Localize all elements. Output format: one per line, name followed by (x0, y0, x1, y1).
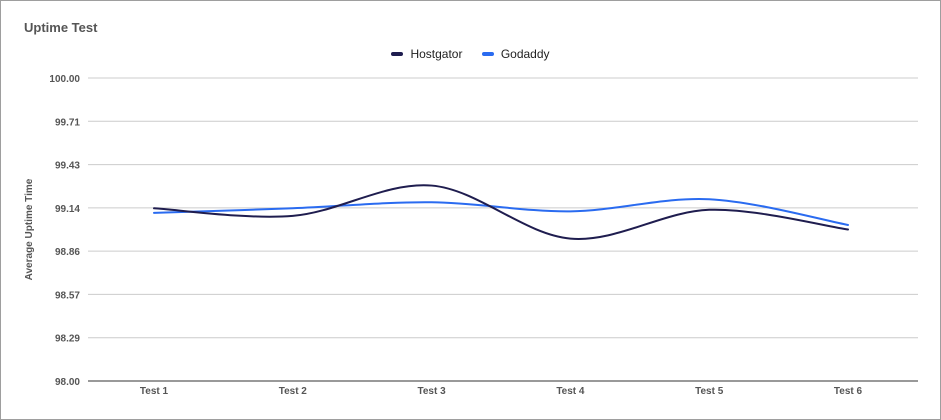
data-point-hostgator[interactable] (844, 226, 852, 234)
x-tick-label: Test 3 (418, 386, 447, 397)
y-tick-label: 98.29 (55, 334, 80, 345)
data-point-hostgator[interactable] (566, 235, 574, 243)
y-tick-label: 99.43 (55, 161, 80, 172)
legend-label-godaddy: Godaddy (500, 47, 550, 61)
data-point-hostgator[interactable] (705, 206, 713, 214)
y-tick-label: 98.57 (55, 290, 80, 301)
x-tick-label: Test 6 (834, 386, 863, 397)
legend-item-hostgator[interactable]: Hostgator (391, 47, 462, 61)
y-tick-label: 98.86 (55, 247, 80, 258)
legend-swatch-godaddy (481, 52, 494, 56)
x-tick-label: Test 1 (140, 386, 169, 397)
y-tick-label: 98.00 (55, 377, 80, 388)
data-point-godaddy[interactable] (566, 207, 574, 215)
y-tick-label: 99.14 (55, 204, 80, 215)
data-point-hostgator[interactable] (150, 204, 158, 212)
legend-label-hostgator: Hostgator (410, 47, 463, 61)
series-line-godaddy[interactable] (153, 197, 849, 226)
data-point-godaddy[interactable] (428, 198, 436, 206)
data-point-godaddy[interactable] (705, 195, 713, 203)
x-tick-label: Test 5 (695, 386, 724, 397)
data-point-hostgator[interactable] (428, 182, 436, 190)
y-tick-label: 99.71 (55, 117, 80, 128)
y-tick-label: 100.00 (49, 74, 80, 85)
data-point-hostgator[interactable] (289, 212, 297, 220)
legend-item-godaddy[interactable]: Godaddy (481, 47, 550, 61)
series-line-hostgator[interactable] (153, 184, 849, 240)
chart-legend: Hostgator Godaddy (0, 45, 941, 61)
y-axis-label: Average Uptime Time (24, 178, 35, 280)
chart-title: Uptime Test (24, 20, 98, 35)
x-tick-label: Test 2 (279, 386, 308, 397)
legend-swatch-hostgator (391, 52, 404, 56)
data-point-godaddy[interactable] (289, 204, 297, 212)
x-tick-label: Test 4 (556, 386, 585, 397)
